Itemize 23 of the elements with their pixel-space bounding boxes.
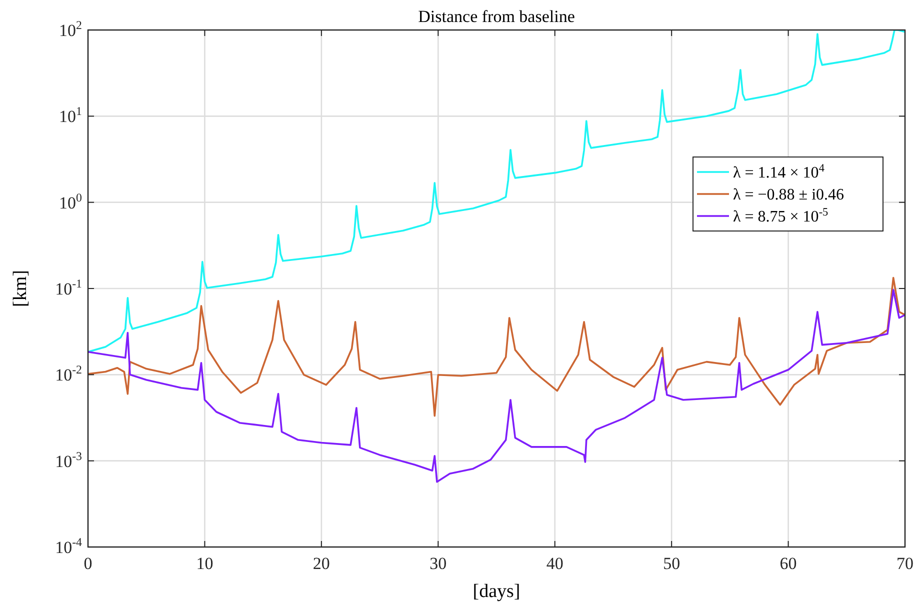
y-axis-title: [km]: [10, 270, 31, 307]
y-tick-label: 10$^{-1}$: [55, 276, 82, 298]
line-series: [88, 276, 905, 417]
legend-label: λ = 1.14 × 10$^{4}$: [733, 162, 825, 182]
chart-title: Distance from baseline: [418, 7, 575, 26]
y-tick-label: 10$^{1}$: [59, 104, 82, 126]
x-tick-label: 40: [546, 554, 564, 573]
y-tick-label: 10$^{0}$: [59, 190, 82, 212]
y-tick-label: 10$^{-4}$: [55, 534, 82, 557]
x-axis-title: [days]: [472, 581, 520, 602]
y-tick-label: 10$^{-3}$: [55, 448, 82, 471]
line-series: [88, 288, 905, 483]
x-tick-label: 30: [430, 554, 447, 573]
y-tick-label: 10$^{-2}$: [55, 362, 82, 385]
x-tick-label: 0: [84, 554, 92, 573]
y-tick-label: 10$^{2}$: [59, 18, 82, 40]
x-tick-label: 20: [312, 554, 330, 573]
x-tick-label: 10: [196, 554, 214, 573]
x-tick-label: 50: [663, 554, 680, 573]
legend-label: λ = −0.88 ± i0.46: [733, 186, 844, 204]
x-tick-label: 70: [896, 554, 914, 573]
x-tick-label: 60: [780, 554, 797, 573]
legend-label: λ = 8.75 × 10$^{-5}$: [733, 206, 829, 226]
